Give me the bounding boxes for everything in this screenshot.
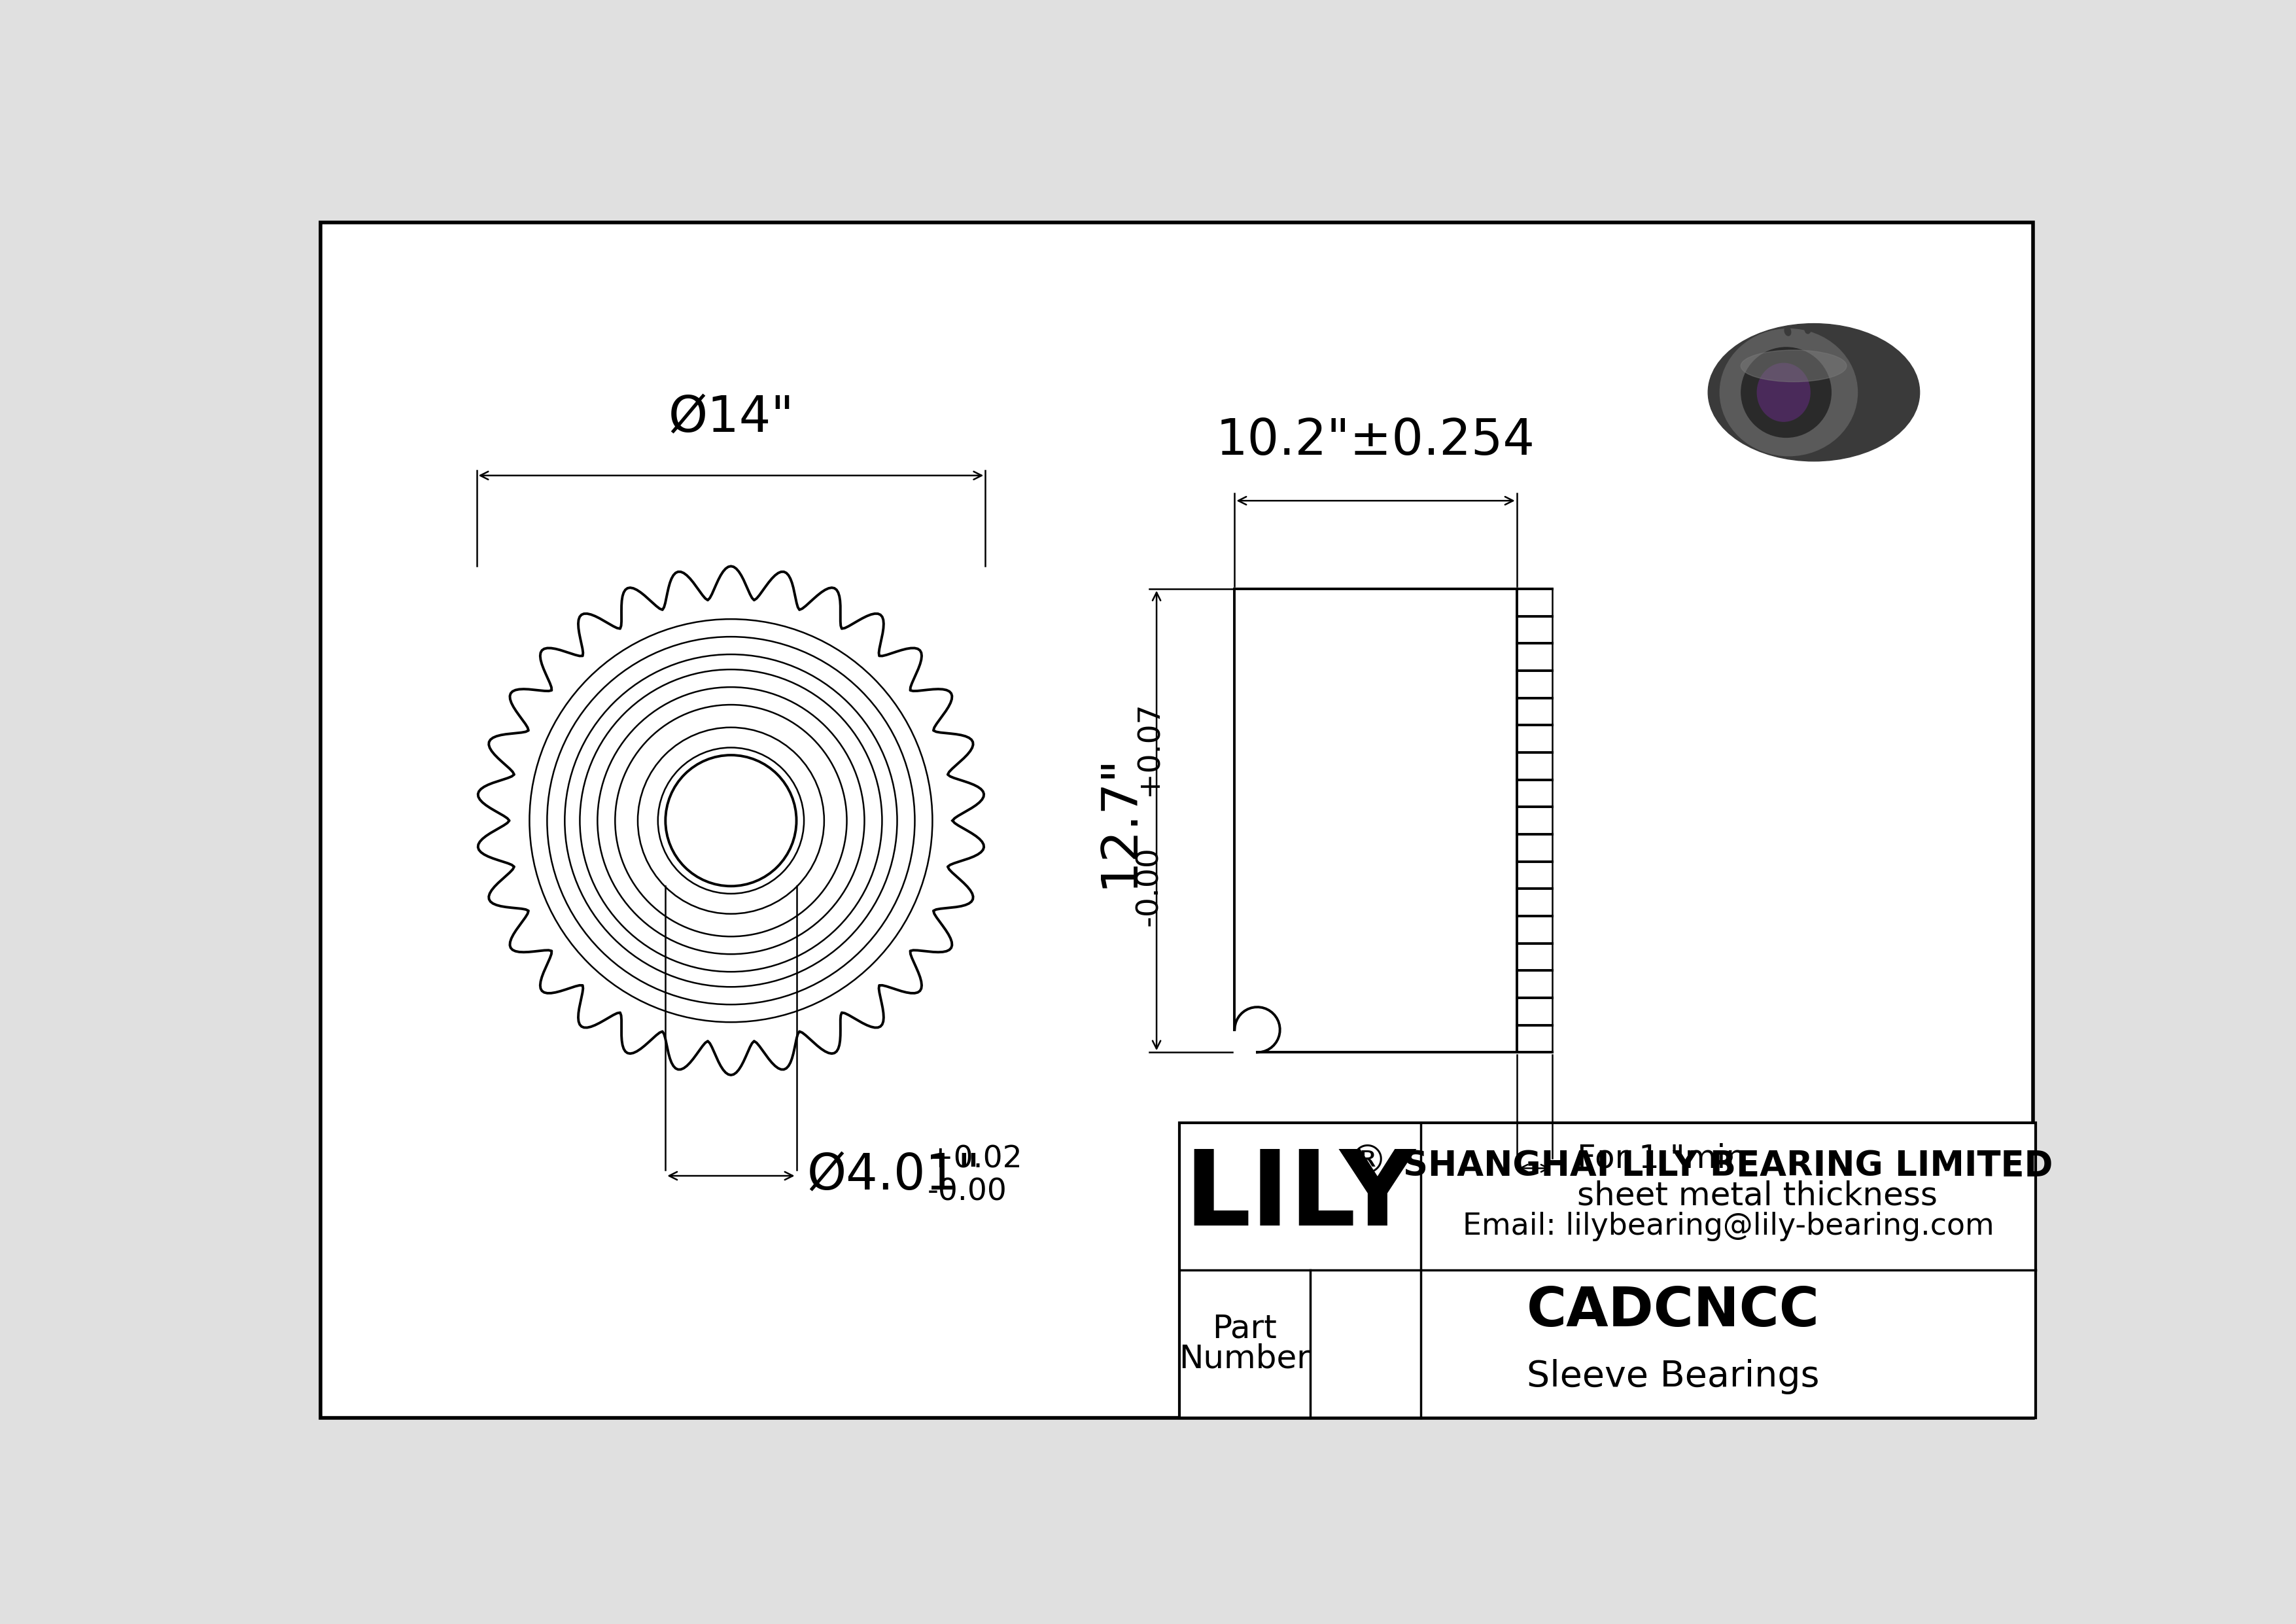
Ellipse shape bbox=[1855, 445, 1862, 453]
Bar bbox=[1180, 1122, 2037, 1418]
Text: -0.00: -0.00 bbox=[928, 1177, 1008, 1207]
Ellipse shape bbox=[1892, 354, 1899, 361]
Ellipse shape bbox=[1740, 348, 1832, 437]
Ellipse shape bbox=[1825, 325, 1832, 335]
Text: Ø14": Ø14" bbox=[668, 395, 794, 443]
Ellipse shape bbox=[1844, 328, 1851, 338]
Ellipse shape bbox=[1816, 451, 1823, 460]
Text: Email: lilybearing@lily-bearing.com: Email: lilybearing@lily-bearing.com bbox=[1463, 1212, 1993, 1241]
Text: LILY: LILY bbox=[1185, 1147, 1417, 1247]
Ellipse shape bbox=[1871, 437, 1880, 445]
Text: Ø4.01": Ø4.01" bbox=[806, 1151, 980, 1200]
Text: sheet metal thickness: sheet metal thickness bbox=[1577, 1181, 1938, 1212]
Ellipse shape bbox=[1805, 325, 1812, 333]
Text: CADCNCC: CADCNCC bbox=[1527, 1285, 1818, 1338]
Text: +0.02: +0.02 bbox=[928, 1145, 1022, 1174]
Ellipse shape bbox=[1906, 391, 1915, 398]
Ellipse shape bbox=[1901, 365, 1908, 372]
Ellipse shape bbox=[1784, 326, 1791, 336]
Text: 12.7": 12.7" bbox=[1095, 754, 1143, 888]
Ellipse shape bbox=[1708, 323, 1919, 461]
Text: +0.07: +0.07 bbox=[1134, 702, 1164, 796]
Text: Sleeve Bearings: Sleeve Bearings bbox=[1527, 1359, 1818, 1395]
Ellipse shape bbox=[1756, 364, 1809, 422]
Ellipse shape bbox=[1740, 351, 1846, 382]
Text: Part: Part bbox=[1212, 1314, 1277, 1345]
Text: SHANGHAI LILY BEARING LIMITED: SHANGHAI LILY BEARING LIMITED bbox=[1403, 1150, 2053, 1184]
Text: For 1 "min: For 1 "min bbox=[1577, 1142, 1747, 1174]
Text: ®: ® bbox=[1348, 1143, 1387, 1182]
Ellipse shape bbox=[1862, 335, 1869, 343]
Ellipse shape bbox=[1878, 343, 1885, 351]
Polygon shape bbox=[478, 567, 985, 1075]
Ellipse shape bbox=[1720, 330, 1857, 456]
Ellipse shape bbox=[1906, 378, 1915, 385]
Text: 10.2"±0.254: 10.2"±0.254 bbox=[1217, 417, 1536, 466]
Ellipse shape bbox=[1885, 429, 1894, 435]
Ellipse shape bbox=[1837, 450, 1844, 458]
Ellipse shape bbox=[1896, 417, 1906, 424]
Ellipse shape bbox=[1903, 404, 1913, 411]
Circle shape bbox=[666, 755, 797, 887]
Text: -0.00: -0.00 bbox=[1134, 846, 1164, 926]
Text: Number: Number bbox=[1180, 1343, 1311, 1374]
